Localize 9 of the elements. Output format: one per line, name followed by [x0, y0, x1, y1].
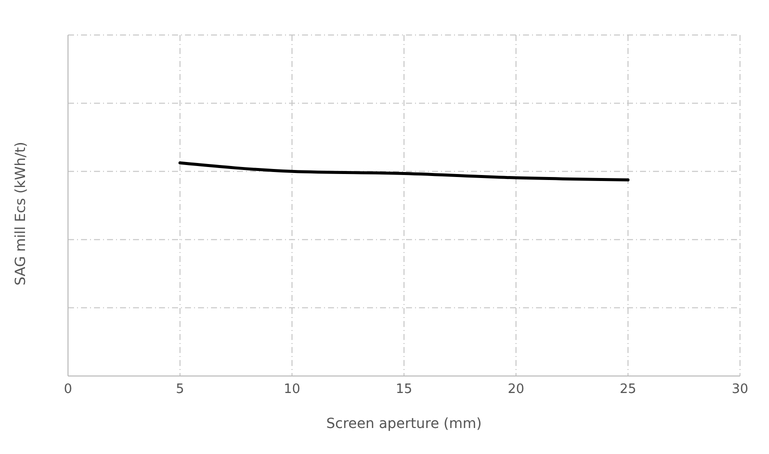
- x-tick-label: 10: [284, 382, 300, 398]
- x-tick-label: 0: [64, 382, 72, 398]
- y-axis-title: SAG mill Ecs (kWh/t): [12, 142, 29, 286]
- x-tick-label: 25: [620, 382, 636, 398]
- x-tick-label: 30: [732, 382, 748, 398]
- x-axis-title: Screen aperture (mm): [326, 416, 482, 432]
- x-tick-label: 20: [508, 382, 524, 398]
- x-tick-label: 5: [176, 382, 184, 398]
- x-tick-label: 15: [396, 382, 412, 398]
